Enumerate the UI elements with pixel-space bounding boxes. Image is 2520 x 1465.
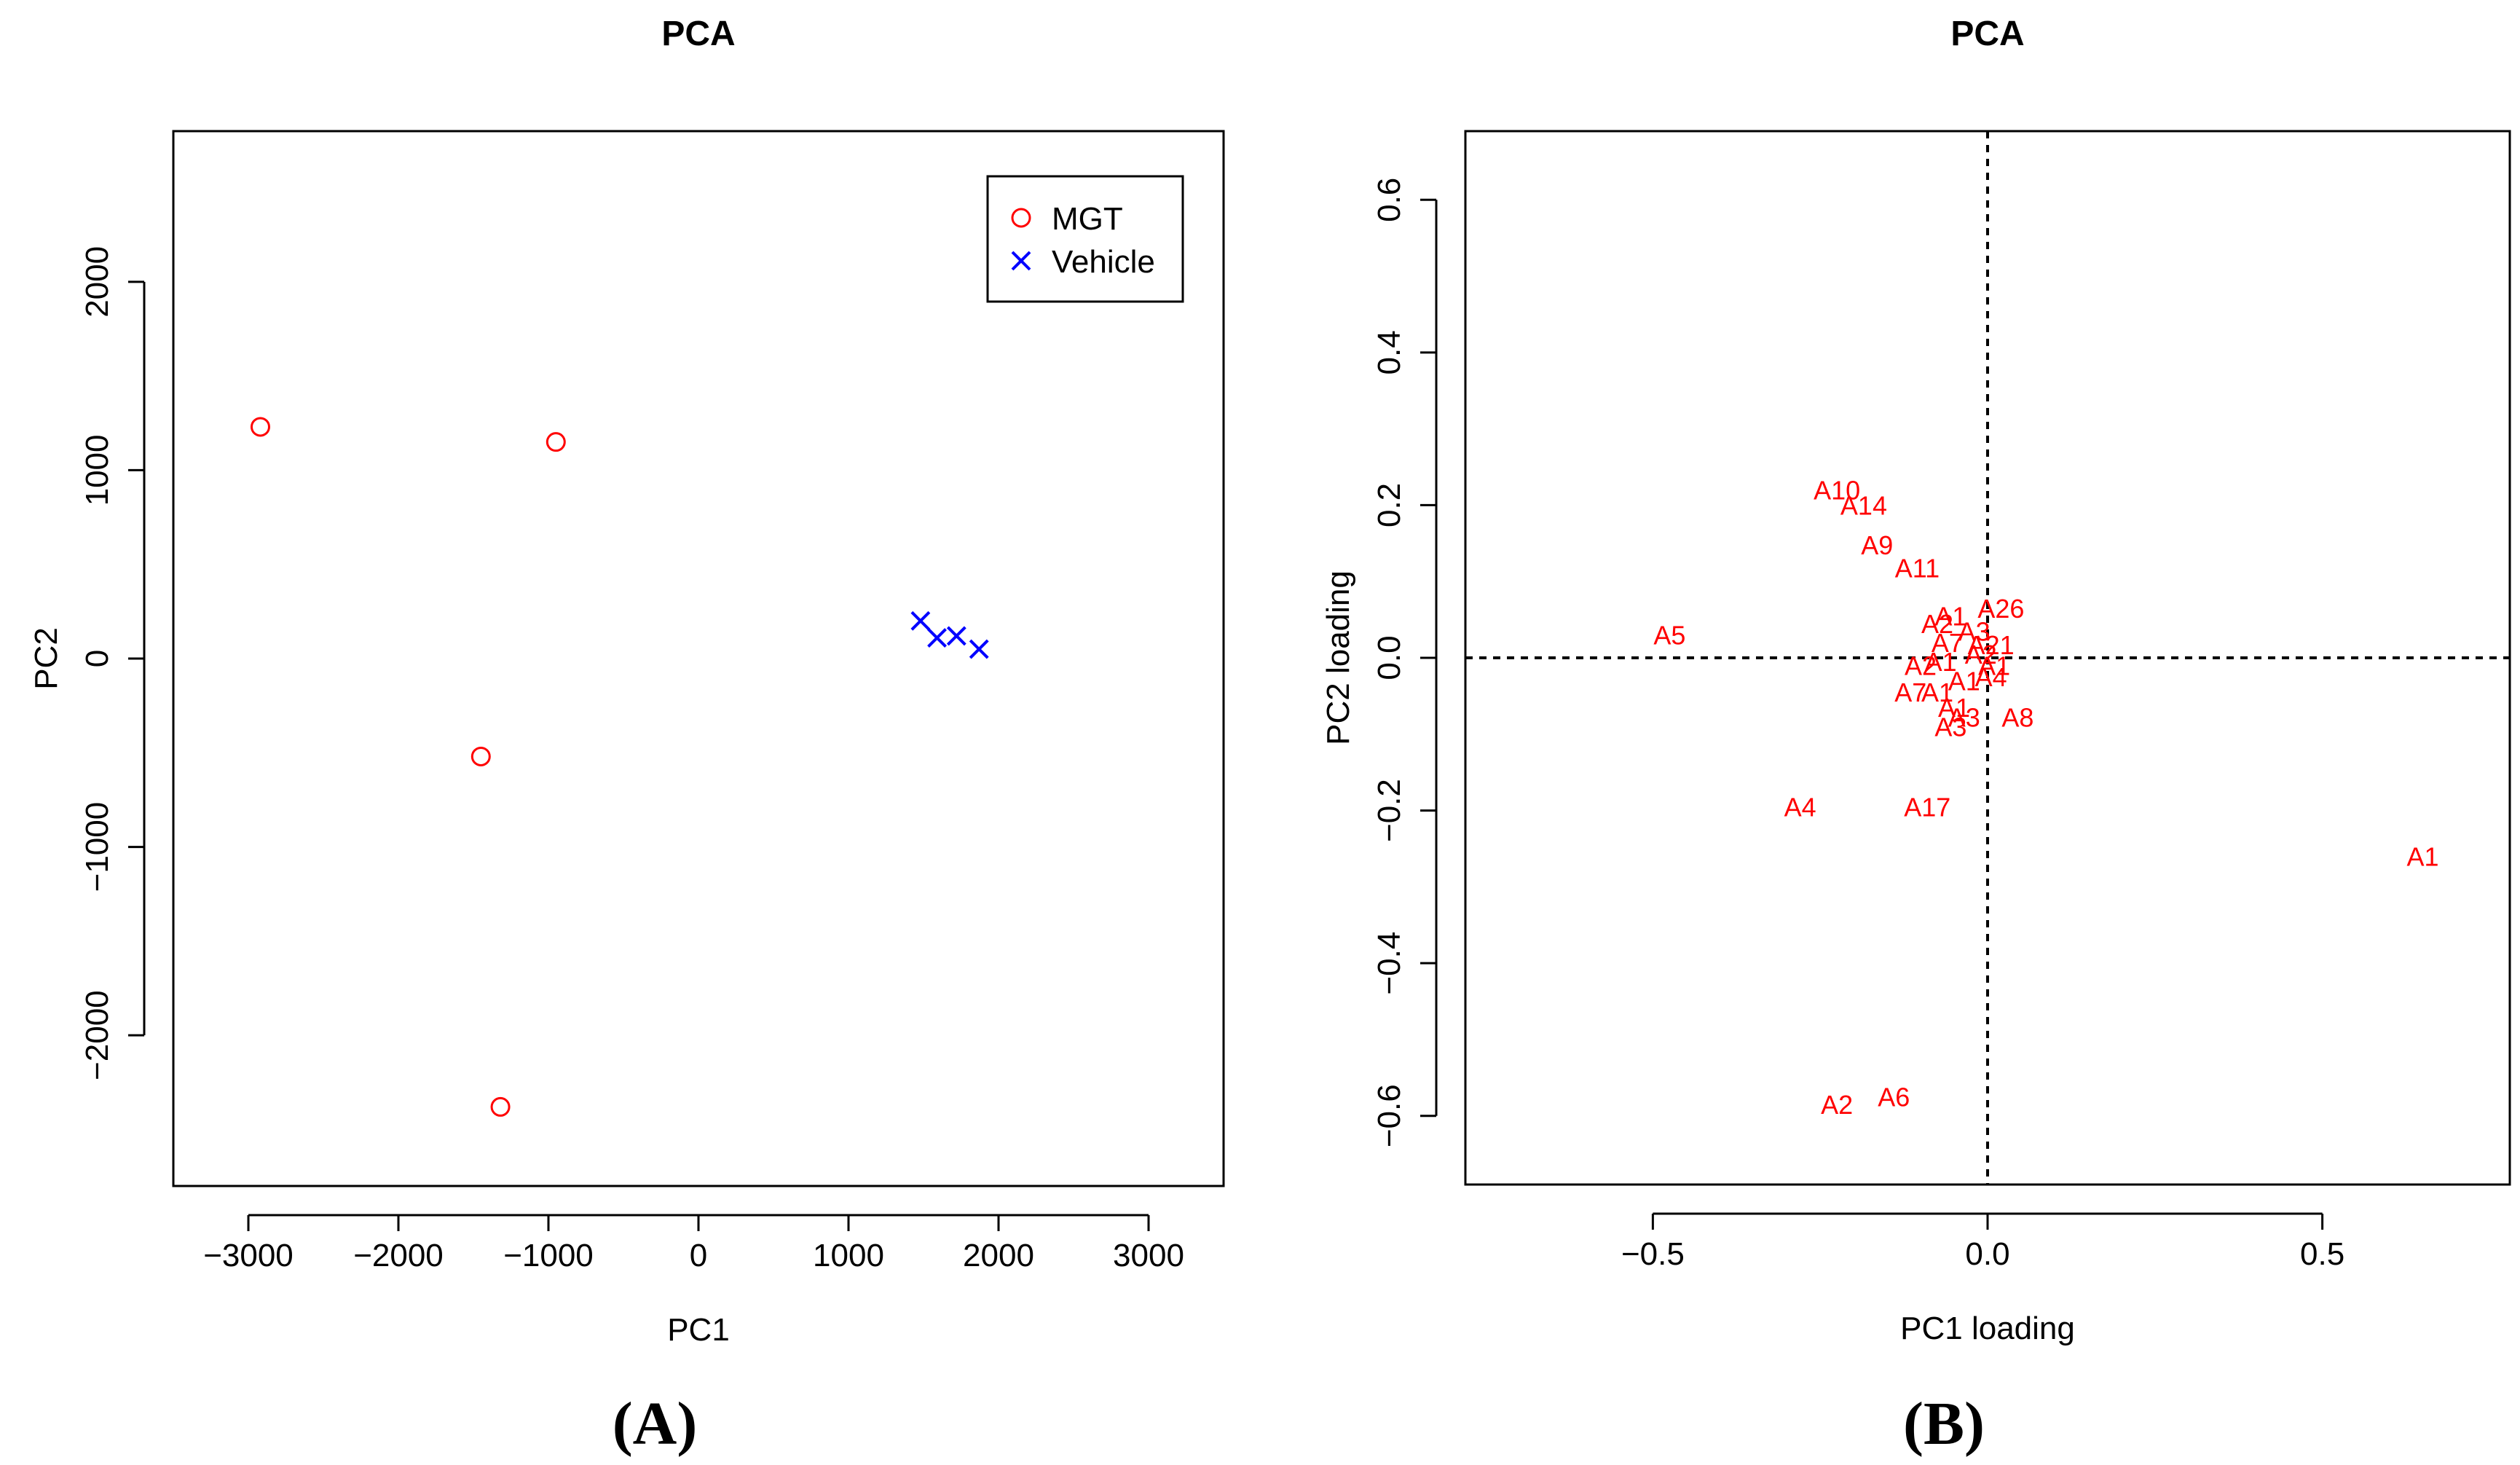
loading-label: A2 (1921, 609, 1953, 639)
loading-label: A1 (1938, 693, 1970, 723)
x-tick-label: −0.5 (1621, 1236, 1685, 1272)
panel-label: (A) (613, 1390, 698, 1458)
loading-label: A7 (1932, 628, 1964, 658)
mgt-point (490, 1096, 511, 1117)
legend-circle-icon (1011, 208, 1031, 228)
loading-label: A1 (1921, 677, 1953, 707)
legend: MGT Vehicle (986, 175, 1184, 303)
loading-label: A10 (1814, 475, 1860, 505)
y-axis-label: PC2 (28, 627, 64, 690)
loading-label: A3 (1934, 712, 1966, 742)
x-axis-label: PC1 (667, 1312, 730, 1348)
loading-label: A5 (1653, 621, 1685, 651)
x-axis-label: PC1 loading (1900, 1311, 2075, 1346)
y-tick-label: −0.6 (1371, 1084, 1407, 1147)
y-tick-label: −2000 (79, 990, 115, 1080)
loading-label: A26 (1977, 594, 2024, 624)
loading-label: A9 (1861, 530, 1893, 560)
loading-label: A1 (1925, 647, 1957, 677)
vehicle-point (910, 610, 931, 631)
y-axis-label: PC2 loading (1320, 570, 1356, 745)
y-tick-label: 2000 (79, 246, 115, 318)
loading-label: A1 (1948, 666, 1980, 696)
chart-title: PCA (661, 15, 735, 53)
loading-label: A4 (1975, 662, 2007, 692)
plot-frame (172, 130, 1225, 1187)
loading-label: A6 (1878, 1083, 1910, 1112)
legend-box (986, 175, 1184, 303)
y-tick-label: 0.6 (1371, 178, 1407, 222)
x-tick-label: 3000 (1113, 1238, 1184, 1273)
chart-a: PCA −3000 −2000 −1000 0 1000 2000 3000 PC1 −2000 −… (28, 15, 1225, 1458)
loading-label: A1 (1934, 601, 1966, 631)
x-tick-label: −3000 (203, 1238, 294, 1273)
y-tick-label: 0.4 (1371, 330, 1407, 374)
loading-label: A21 (1968, 630, 2015, 660)
x-tick-label: 0.0 (1965, 1236, 2009, 1272)
legend-cross-icon (1011, 251, 1031, 271)
chart-b: PCA −0.5 0.0 0.5 PC1 loading −0.6 −0.4 −0.2 0.0 0… (1320, 15, 2511, 1458)
y-tick-label: −0.2 (1371, 779, 1407, 842)
mgt-point (250, 417, 270, 437)
y-tick-label: −1000 (79, 802, 115, 892)
loading-label: A17 (1904, 792, 1950, 822)
loading-label: A3 (1958, 616, 1991, 646)
y-tick-label: −0.4 (1371, 932, 1407, 995)
legend-vehicle-label: Vehicle (1052, 244, 1155, 280)
loading-label: A7 (1894, 677, 1926, 707)
mgt-point (470, 746, 491, 766)
y-tick-label: 0 (79, 650, 115, 667)
vehicle-point (927, 628, 947, 648)
x-tick-label: 0 (690, 1238, 707, 1273)
loading-label: A2 (1821, 1090, 1853, 1120)
y-tick-label: 0.2 (1371, 483, 1407, 527)
panel-label: (B) (1903, 1390, 1985, 1458)
x-tick-label: 2000 (963, 1238, 1034, 1273)
legend-mgt-label: MGT (1052, 201, 1123, 237)
loading-label: A2 (1965, 640, 1997, 669)
loading-label: A2 (1905, 651, 1937, 680)
loading-label: A8 (2001, 703, 2033, 733)
x-tick-label: −2000 (353, 1238, 444, 1273)
loading-label: A3 (1948, 703, 1980, 733)
vehicle-point (969, 639, 989, 659)
x-tick-label: 0.5 (2300, 1236, 2344, 1272)
y-tick-label: 0.0 (1371, 635, 1407, 680)
chart-title: PCA (1950, 15, 2024, 53)
y-tick-label: 1000 (79, 434, 115, 506)
loading-label: A11 (1895, 553, 1940, 583)
x-tick-label: −1000 (503, 1238, 594, 1273)
mgt-point (546, 432, 566, 452)
loading-label: A14 (1840, 490, 1887, 520)
vehicle-point (946, 626, 966, 646)
x-tick-label: 1000 (813, 1238, 884, 1273)
loading-label: A1 (2406, 841, 2438, 871)
loading-label: A4 (1784, 792, 1816, 822)
loading-label: A1 (1978, 651, 2010, 680)
